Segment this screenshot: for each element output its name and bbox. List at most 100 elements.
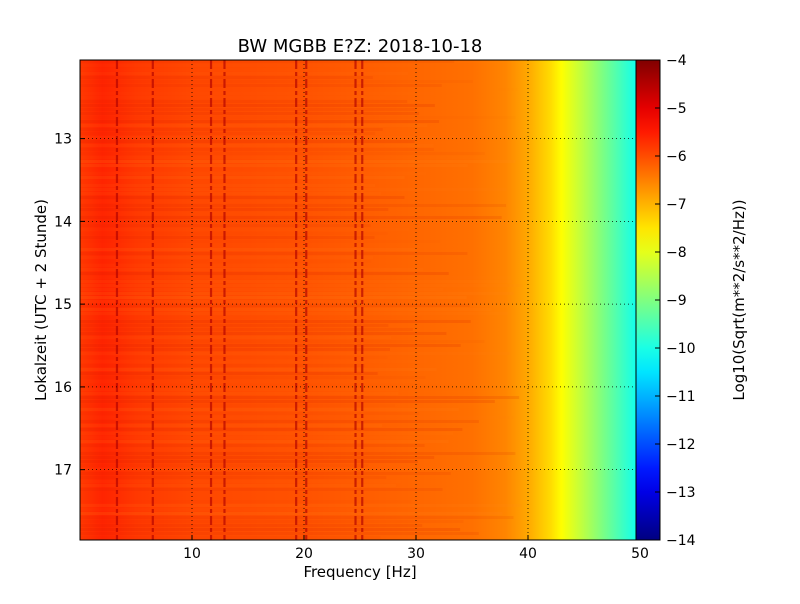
time-band <box>80 140 415 143</box>
time-band <box>80 332 447 335</box>
time-band <box>80 80 473 83</box>
time-band <box>80 456 435 459</box>
time-band <box>80 164 468 167</box>
time-band <box>80 244 487 247</box>
colorbar-label: Log10(Sqrt(m**2/s**2/Hz)) <box>730 199 748 400</box>
time-band <box>80 256 373 259</box>
time-band <box>80 248 417 251</box>
time-band <box>80 296 467 299</box>
time-band <box>80 284 523 287</box>
time-band <box>80 320 471 323</box>
colorbar-tick-label: −4 <box>666 53 687 69</box>
time-band <box>80 400 495 403</box>
time-band <box>80 72 408 75</box>
time-band <box>80 344 461 347</box>
time-band <box>80 396 520 399</box>
time-band <box>80 204 507 207</box>
time-band <box>80 524 423 527</box>
time-band <box>80 160 516 163</box>
time-band <box>80 176 405 179</box>
time-band <box>80 84 442 87</box>
y-axis-label: Lokalzeit (UTC + 2 Stunde) <box>32 199 50 401</box>
time-band <box>80 512 503 515</box>
time-band <box>80 100 408 103</box>
time-band <box>80 136 475 139</box>
time-band <box>80 440 449 443</box>
time-band <box>80 380 482 383</box>
time-band <box>80 76 373 79</box>
time-band <box>80 216 502 219</box>
spectrogram-image <box>80 60 640 540</box>
colorbar-tick-label: −5 <box>666 101 687 117</box>
time-band <box>80 416 515 419</box>
time-band <box>80 404 395 407</box>
time-band <box>80 312 509 315</box>
time-band <box>80 328 413 331</box>
time-band <box>80 300 373 303</box>
time-band <box>80 424 383 427</box>
colorbar-tick-label: −14 <box>666 533 696 549</box>
time-band <box>80 444 425 447</box>
x-tick-label: 50 <box>631 546 649 562</box>
time-band <box>80 508 360 511</box>
time-band <box>80 340 484 343</box>
time-band <box>80 128 383 131</box>
y-tick-label: 16 <box>54 380 72 396</box>
time-band <box>80 236 375 239</box>
time-band <box>80 92 435 95</box>
time-band <box>80 212 364 215</box>
time-band <box>80 232 388 235</box>
time-band <box>80 348 390 351</box>
time-band <box>80 460 418 463</box>
x-axis-label: Frequency [Hz] <box>303 563 416 581</box>
time-band <box>80 528 461 531</box>
time-band <box>80 376 426 379</box>
time-band <box>80 132 376 135</box>
time-band <box>80 88 518 91</box>
time-band <box>80 148 434 151</box>
time-band <box>80 532 479 535</box>
time-band <box>80 480 401 483</box>
x-tick-label: 20 <box>295 546 313 562</box>
time-band <box>80 488 443 491</box>
spectral-lines <box>115 60 364 540</box>
time-band <box>80 184 376 187</box>
colorbar-tick-label: −11 <box>666 389 696 405</box>
time-band <box>80 484 397 487</box>
time-band <box>80 360 428 363</box>
time-band <box>80 520 464 523</box>
x-tick-label: 30 <box>407 546 425 562</box>
time-band <box>80 436 426 439</box>
colorbar-tick-label: −13 <box>666 485 696 501</box>
time-band <box>80 304 470 307</box>
time-band <box>80 356 387 359</box>
time-band <box>80 428 463 431</box>
time-band <box>80 168 414 171</box>
time-band <box>80 536 381 539</box>
time-band <box>80 108 416 111</box>
colorbar-tick-label: −8 <box>666 245 687 261</box>
time-band <box>80 372 378 375</box>
x-tick-label: 40 <box>519 546 537 562</box>
colorbar-tick-label: −7 <box>666 197 687 213</box>
time-band <box>80 180 420 183</box>
time-band <box>80 96 430 99</box>
x-tick-label: 10 <box>183 546 201 562</box>
time-band <box>80 124 428 127</box>
grid-lines <box>80 60 640 540</box>
time-band <box>80 468 525 471</box>
y-tick-label: 15 <box>54 297 72 313</box>
colorbar-tick-label: −9 <box>666 293 687 309</box>
time-band <box>80 476 387 479</box>
time-band <box>80 288 444 291</box>
time-band <box>80 384 450 387</box>
time-band <box>80 496 464 499</box>
time-band <box>80 272 449 275</box>
time-band <box>80 64 434 67</box>
colorbar-tick-label: −12 <box>666 437 696 453</box>
time-band <box>80 308 492 311</box>
chart-title: BW MGBB E?Z: 2018-10-18 <box>238 36 483 57</box>
time-band <box>80 252 468 255</box>
colorbar-ticks: −4 −5 −6 −7 −8 −9 −10 −11 −12 −13 −14 <box>655 53 696 549</box>
